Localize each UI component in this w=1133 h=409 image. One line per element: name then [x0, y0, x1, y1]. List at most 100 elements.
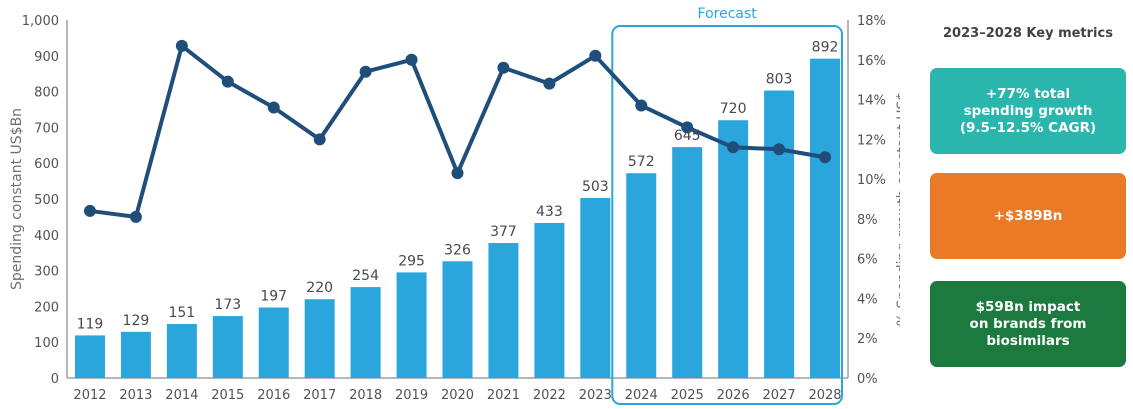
bar-2025: [672, 147, 703, 378]
metric-total-growth: +77% total spending growth (9.5–12.5% CA…: [930, 68, 1126, 154]
bar-value-label: 173: [214, 297, 241, 313]
spending-chart: 0 100 200 300 400 500 600 700 800 900 1,000 0% 2% 4% 6…: [9, 6, 900, 405]
bar-2012: [74, 335, 105, 378]
bar-value-label: 377: [490, 224, 517, 240]
bar-2028: [810, 58, 841, 378]
bar-2015: [212, 316, 243, 378]
bar-value-label: 119: [77, 316, 104, 332]
growth-point-2018: [359, 65, 372, 78]
chart-labels: Forecast 119 129 151 173 197 220 254 295 326 377 43…: [77, 6, 839, 332]
right-tick-label: 16%: [857, 54, 886, 69]
forecast-box: [611, 25, 844, 405]
bar-value-label: 572: [628, 154, 655, 170]
x-tick-label: 2013: [119, 388, 152, 403]
growth-point-2020: [451, 167, 464, 180]
growth-point-2023: [589, 49, 602, 62]
right-tick-label: 18%: [857, 14, 886, 29]
bar-value-label: 433: [536, 204, 563, 220]
bar-2014: [166, 323, 197, 378]
right-tick-label: 8%: [857, 213, 878, 228]
x-tick-label: 2019: [395, 388, 428, 403]
bar-value-label: 720: [720, 101, 747, 117]
bar-series: [74, 58, 841, 379]
growth-point-2012: [83, 204, 96, 217]
x-tick-label: 2022: [533, 388, 566, 403]
bar-2024: [626, 173, 657, 378]
bar-value-label: 151: [168, 305, 195, 321]
bar-value-label: 803: [766, 72, 793, 88]
left-tick-label: 0: [51, 372, 59, 387]
bar-value-label: 295: [398, 253, 425, 269]
x-tick-label: 2026: [717, 388, 750, 403]
growth-point-2013: [129, 210, 142, 223]
growth-point-2017: [313, 133, 326, 146]
growth-line-series: [83, 39, 832, 223]
left-tick-label: 300: [34, 265, 59, 280]
bar-value-label: 254: [352, 268, 379, 284]
left-tick-label: 900: [34, 50, 59, 65]
growth-point-2026: [727, 141, 740, 154]
growth-point-2021: [497, 61, 510, 74]
growth-point-2014: [175, 39, 188, 52]
metric-spending-increase: +$389Bn: [930, 173, 1126, 259]
bar-2020: [442, 261, 473, 378]
bar-2016: [258, 307, 289, 378]
growth-point-2016: [267, 101, 280, 114]
x-tick-label: 2015: [211, 388, 244, 403]
right-tick-label: 0%: [857, 372, 878, 387]
bar-2022: [534, 222, 565, 378]
growth-point-2019: [405, 53, 418, 66]
growth-point-2028: [819, 151, 832, 164]
bar-2027: [764, 90, 795, 378]
bar-2021: [488, 243, 519, 378]
bar-value-label: 220: [306, 280, 333, 296]
growth-point-2022: [543, 77, 556, 90]
right-tick-label: 6%: [857, 253, 878, 268]
left-tick-label: 1,000: [22, 14, 59, 29]
bar-2019: [396, 272, 427, 378]
bar-2018: [350, 287, 381, 378]
bar-2013: [120, 331, 151, 378]
x-tick-label: 2027: [763, 388, 796, 403]
forecast-label: Forecast: [698, 6, 758, 22]
left-tick-label: 500: [34, 193, 59, 208]
bar-2017: [304, 299, 335, 378]
growth-line: [89, 43, 826, 219]
growth-point-2015: [221, 75, 234, 88]
left-tick-label: 700: [34, 121, 59, 136]
left-tick-label: 400: [34, 229, 59, 244]
x-tick-label: 2017: [303, 388, 336, 403]
left-tick-label: 100: [34, 336, 59, 351]
metric-biosimilars-impact: $59Bn impact on brands from biosimilars: [930, 281, 1126, 367]
bar-value-label: 129: [123, 313, 150, 329]
x-tick-label: 2021: [487, 388, 520, 403]
x-tick-label: 2028: [808, 388, 841, 403]
bar-value-label: 197: [260, 288, 287, 304]
x-tick-label: 2014: [165, 388, 198, 403]
x-tick-label: 2012: [73, 388, 106, 403]
metrics-title: 2023–2028 Key metrics: [943, 26, 1113, 41]
x-tick-label: 2020: [441, 388, 474, 403]
right-tick-label: 10%: [857, 173, 886, 188]
x-tick-label: 2016: [257, 388, 290, 403]
x-tick-label: 2024: [625, 388, 658, 403]
growth-point-2024: [635, 99, 648, 112]
x-tick-label: 2023: [579, 388, 612, 403]
bar-value-label: 892: [812, 40, 839, 56]
right-tick-label: 2%: [857, 332, 878, 347]
x-tick-label: 2025: [671, 388, 704, 403]
right-tick-label: 4%: [857, 292, 878, 307]
bar-value-label: 503: [582, 179, 609, 195]
right-tick-label: 12%: [857, 133, 886, 148]
bar-2023: [580, 197, 611, 378]
y2-axis-title: % Spending growth constant US$: [895, 92, 900, 327]
x-tick-label: 2018: [349, 388, 382, 403]
bar-2026: [718, 120, 749, 379]
left-tick-label: 600: [34, 157, 59, 172]
growth-point-2025: [681, 121, 694, 134]
left-tick-label: 800: [34, 86, 59, 101]
y-axis-title: Spending constant US$Bn: [9, 108, 25, 290]
growth-point-2027: [773, 143, 786, 156]
right-tick-label: 14%: [857, 94, 886, 109]
left-tick-label: 200: [34, 300, 59, 315]
